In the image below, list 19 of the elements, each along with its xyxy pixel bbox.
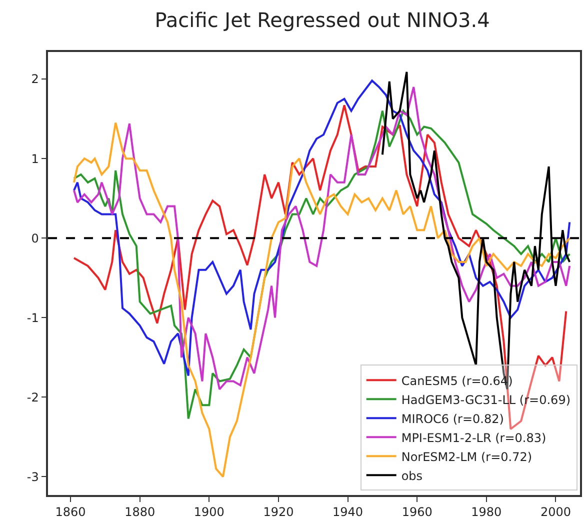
x-tick-label: 1900 [194, 505, 224, 520]
x-tick-label: 1860 [55, 505, 86, 520]
y-tick-label: 2 [31, 72, 39, 86]
y-tick-label: 0 [31, 231, 39, 246]
y-tick-label: -1 [26, 310, 39, 325]
y-tick-label: -2 [26, 390, 39, 404]
x-tick-label: 1960 [402, 505, 432, 520]
y-tick-label: -3 [26, 470, 39, 484]
chart-title: Pacific Jet Regressed out NINO3.4 [154, 8, 490, 32]
x-tick-label: 1980 [471, 505, 502, 520]
x-tick-label: 1880 [124, 505, 156, 520]
y-tick-label: 1 [31, 152, 39, 166]
x-tick-label: 2000 [540, 505, 572, 520]
x-tick-label: 1920 [263, 505, 294, 520]
legend-label: NorESM2-LM (r=0.72) [401, 450, 532, 464]
x-tick-label: 1940 [332, 505, 364, 520]
legend-label: MIROC6 (r=0.82) [401, 412, 504, 426]
legend-label: obs [401, 468, 423, 483]
legend-label: MPI-ESM1-2-LR (r=0.83) [401, 430, 546, 445]
